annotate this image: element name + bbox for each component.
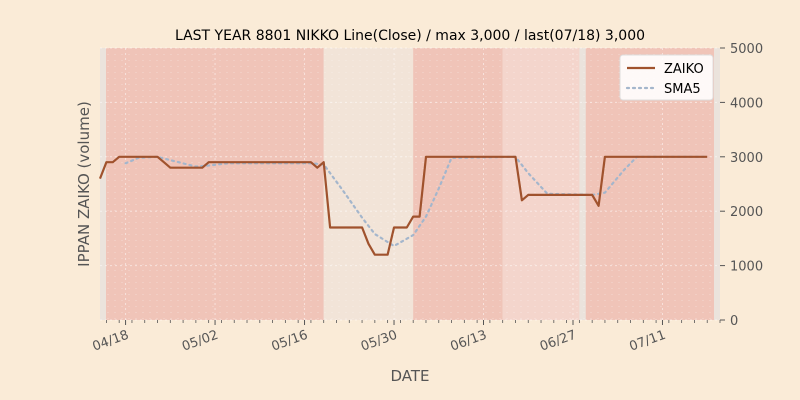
y-tick-label: 3000 xyxy=(730,151,763,166)
legend-label-sma5: SMA5 xyxy=(664,82,701,97)
x-tick-label: 06/13 xyxy=(449,328,489,355)
shaded-band-1 xyxy=(323,48,414,320)
background-bands xyxy=(100,48,720,320)
x-tick-label: 05/30 xyxy=(359,328,399,355)
x-tick-label: 05/16 xyxy=(270,328,310,355)
y-tick-label: 4000 xyxy=(730,96,763,111)
legend: ZAIKO SMA5 xyxy=(619,54,714,101)
series-line-sma5 xyxy=(124,155,709,248)
x-tick-label: 07/11 xyxy=(628,328,668,355)
shaded-band-2 xyxy=(413,48,503,320)
x-tick-label: 04/18 xyxy=(91,328,131,355)
x-tick-label: 06/27 xyxy=(538,328,578,355)
y-axis-label: IPPAN ZAIKO (volume) xyxy=(75,101,93,267)
y-tick-label: 0 xyxy=(730,314,738,329)
y-tick-label: 2000 xyxy=(730,205,763,220)
legend-box xyxy=(619,54,714,101)
y-tick-label: 5000 xyxy=(730,42,763,57)
y-tick-label: 1000 xyxy=(730,260,763,275)
series-lines xyxy=(98,155,709,256)
chart-title: LAST YEAR 8801 NIKKO Line(Close) / max 3… xyxy=(175,28,645,44)
x-axis-label: DATE xyxy=(390,367,429,385)
x-tick-label: 05/02 xyxy=(180,328,220,355)
shaded-band-3 xyxy=(502,48,580,320)
legend-label-zaiko: ZAIKO xyxy=(664,62,704,77)
grid xyxy=(100,47,720,321)
series-line-zaiko xyxy=(98,155,708,256)
